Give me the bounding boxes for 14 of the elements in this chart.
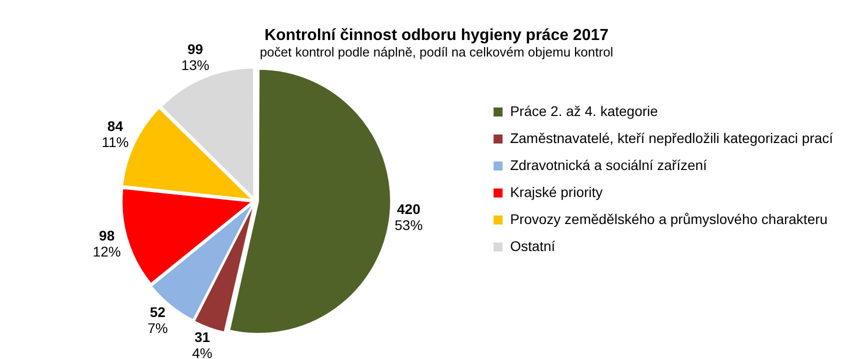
legend-label: Práce 2. až 4. kategorie bbox=[510, 102, 658, 119]
legend-label: Ostatní bbox=[510, 238, 556, 254]
data-label: 31 4% bbox=[192, 329, 212, 359]
legend-label: Krajské priority bbox=[510, 184, 603, 200]
chart-title: Kontrolní činnost odboru hygieny práce 2017 bbox=[264, 27, 609, 44]
data-label: 420 53% bbox=[394, 201, 423, 234]
data-label: 84 11% bbox=[102, 118, 129, 150]
chart-subtitle: počet kontrol podle náplně, podíl na celkovém objemu kontrol bbox=[260, 44, 614, 60]
legend-label: Provozy zemědělského a průmyslového charakteru bbox=[510, 210, 828, 227]
legend-label: Zdravotnická a sociální zařízení bbox=[510, 156, 708, 173]
data-label: 98 12% bbox=[92, 228, 121, 260]
legend-label: Zaměstnavatelé, kteří nepředložili kategorizaci prací bbox=[510, 130, 834, 146]
data-label: 52 7% bbox=[148, 304, 168, 336]
data-label: 99 13% bbox=[181, 41, 210, 74]
